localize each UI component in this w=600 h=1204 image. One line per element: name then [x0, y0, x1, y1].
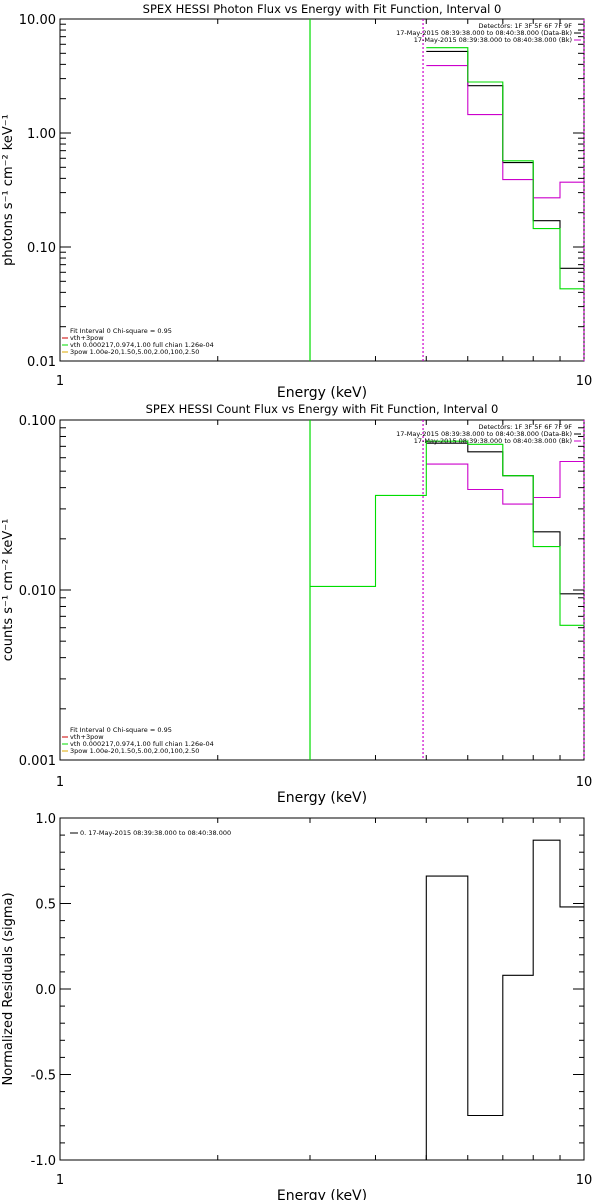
- legend-left-entry: vth+3pow: [70, 334, 104, 342]
- y-tick-label: -0.5: [31, 1069, 56, 1084]
- x-axis-label: Energy (keV): [277, 790, 367, 806]
- series-step-vth: [310, 440, 584, 626]
- y-tick-label: 0.10: [27, 241, 56, 256]
- series-step-0-17-may-2015-08-39-38-000-to-08-40-38-000: [425, 839, 584, 1160]
- legend-right-entry: 17-May-2015 08:39:38.000 to 08:40:38.000…: [396, 29, 572, 37]
- chart-panel-1: 1 10 0.001 0.010 0.100 SPEX HESSI Count Flux …: [1, 402, 592, 806]
- plot-frame: [59, 419, 585, 761]
- legend-left-entry: 3pow 1.00e-20,1.50,5.00,2.00,100,2.50: [70, 348, 199, 356]
- x-tick-label: 10: [576, 775, 593, 790]
- legend-left-entry: Fit Interval 0 Chi-square = 0.95: [70, 327, 172, 335]
- legend-right-entry: 17-May-2015 08:39:38.000 to 08:40:38.000…: [396, 430, 572, 438]
- y-tick-label: -1.0: [31, 1154, 56, 1169]
- y-axis-label: counts s⁻¹ cm⁻² keV⁻¹: [1, 519, 16, 662]
- legend-right-entry: Detectors: 1F 3F 5F 6F 7F 9F: [478, 423, 572, 431]
- y-axis-label: Normalized Residuals (sigma): [1, 892, 16, 1085]
- series-step-vth: [426, 47, 584, 290]
- legend-left-entry: vth 0.000217,0.974,1.00 full chian 1.26e…: [70, 740, 214, 748]
- legend-right-entry: 17-May-2015 08:39:38.000 to 08:40:38.000…: [414, 36, 572, 44]
- legend-left-entry: Fit Interval 0 Chi-square = 0.95: [70, 726, 172, 734]
- series-step-bk: [426, 460, 584, 505]
- x-tick-label: 1: [56, 775, 64, 790]
- chart-title: SPEX HESSI Photon Flux vs Energy with Fi…: [143, 2, 502, 16]
- x-axis-label: Energy (keV): [277, 1188, 367, 1200]
- y-tick-label: 0.010: [19, 584, 56, 599]
- x-tick-label: 1: [56, 1173, 64, 1188]
- y-tick-label: 0.0: [35, 983, 56, 998]
- legend-right-entry: 17-May-2015 08:39:38.000 to 08:40:38.000…: [414, 437, 572, 445]
- legend-left-entry: 0. 17-May-2015 08:39:38.000 to 08:40:38.…: [80, 829, 231, 837]
- y-tick-label: 0.5: [35, 898, 56, 913]
- plot-frame: [59, 817, 585, 1161]
- x-tick-label: 10: [576, 1173, 593, 1188]
- legend-left-entry: vth+3pow: [70, 733, 104, 741]
- chart-panel-2: 1 10 -1.0 -0.5 0.0 0.5 1.0 Energy (keV) Normaliz…: [1, 812, 593, 1204]
- chart-title: SPEX HESSI Count Flux vs Energy with Fit…: [146, 402, 499, 416]
- chart-panel-0: 1 10 0.01 0.10 1.00 10.00 SPEX HESSI Photon Fl…: [1, 2, 592, 401]
- x-tick-label: 1: [56, 374, 64, 389]
- y-axis-label: photons s⁻¹ cm⁻² keV⁻¹: [1, 114, 16, 266]
- legend-right-entry: Detectors: 1F 3F 5F 6F 7F 9F: [478, 22, 572, 30]
- x-axis-label: Energy (keV): [277, 385, 367, 401]
- legend-left-entry: vth 0.000217,0.974,1.00 full chian 1.26e…: [70, 341, 214, 349]
- legend-left-entry: 3pow 1.00e-20,1.50,5.00,2.00,100,2.50: [70, 747, 199, 755]
- y-tick-label: 0.01: [27, 355, 56, 370]
- y-tick-label: 1.0: [35, 812, 56, 827]
- y-tick-label: 1.00: [27, 127, 56, 142]
- series-step-bk: [426, 65, 584, 199]
- plot-frame: [59, 18, 585, 362]
- y-tick-label: 10.00: [19, 13, 56, 28]
- y-tick-label: 0.100: [19, 414, 56, 429]
- x-tick-label: 10: [576, 374, 593, 389]
- y-tick-label: 0.001: [19, 754, 56, 769]
